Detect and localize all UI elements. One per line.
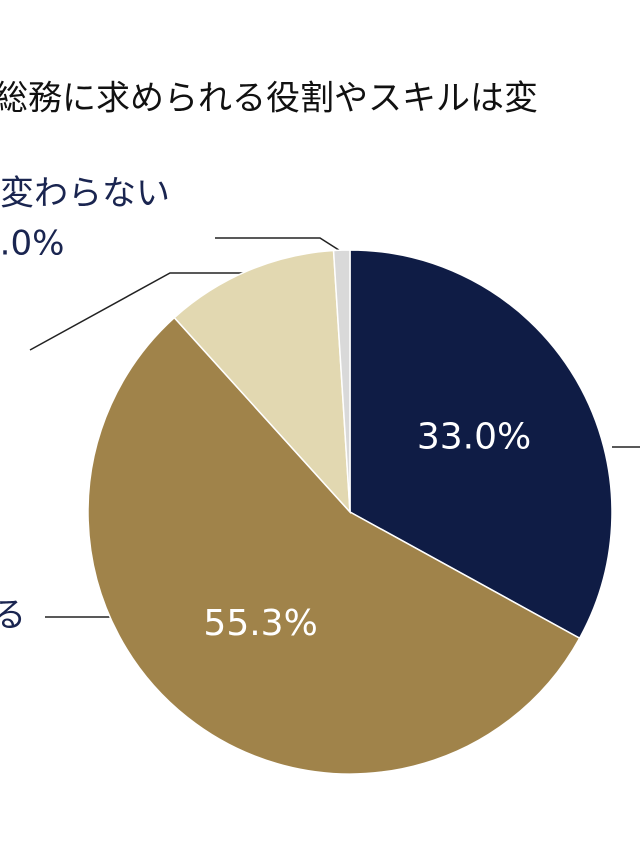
leader-lines bbox=[29, 237, 640, 618]
data-label: 55.3% bbox=[203, 603, 317, 644]
pie-slice bbox=[173, 249, 351, 515]
data-label: 1.0% bbox=[0, 224, 64, 264]
category-label: る bbox=[0, 596, 26, 636]
pie-slice bbox=[87, 316, 581, 775]
leader-line bbox=[215, 237, 343, 253]
pie-slice bbox=[332, 249, 351, 513]
leader-line bbox=[29, 272, 248, 351]
category-label: 変わらない bbox=[0, 174, 170, 214]
data-label: 33.0% bbox=[417, 417, 531, 458]
chart-title: 総務に求められる役割やスキルは変 bbox=[0, 79, 538, 119]
pie-slice bbox=[349, 249, 613, 640]
